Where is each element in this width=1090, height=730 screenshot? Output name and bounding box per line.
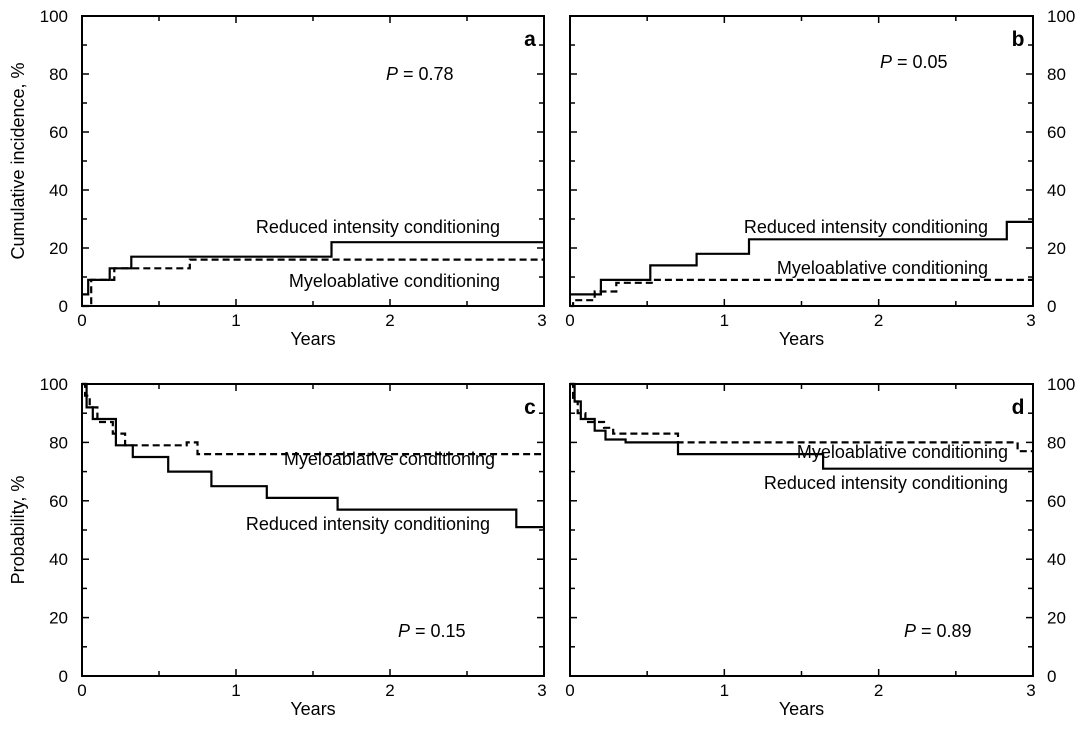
x-tick-label: 3	[1026, 681, 1035, 700]
p-value: P = 0.89	[904, 621, 972, 641]
x-tick-label: 2	[385, 311, 394, 330]
x-axis-title: Years	[290, 329, 335, 349]
y-tick-label: 40	[49, 550, 68, 569]
series-myeloablative-line	[82, 258, 544, 308]
y-tick-label: 80	[49, 65, 68, 84]
y-tick-label: 40	[1047, 181, 1066, 200]
y-tick-label: 0	[59, 297, 68, 316]
series-label-reduced-intensity: Reduced intensity conditioning	[256, 217, 500, 237]
panel-c: 0 1 2 3 Years 0 20 40 60 80 100 Probability, % Reduc…	[8, 375, 547, 719]
y-tick-label: 100	[1047, 375, 1075, 394]
p-value-number: = 0.05	[892, 52, 948, 72]
series-myeloablative-line	[570, 382, 1033, 453]
p-value-number: = 0.15	[410, 621, 466, 641]
y-tick-label: 100	[1047, 7, 1075, 26]
x-tick-label: 1	[720, 311, 729, 330]
series-label-myeloablative: Myeloablative conditioning	[797, 442, 1008, 462]
panel-b: 0 1 2 3 Years 0 20 40 60 80 100 Reduced intensity c…	[565, 7, 1075, 349]
series-reduced-intensity-line	[82, 241, 544, 296]
series-reduced-intensity-line	[570, 220, 1033, 296]
p-symbol: P	[398, 621, 410, 641]
panel-d: 0 1 2 3 Years 0 20 40 60 80 100 Reduced intensity c…	[565, 375, 1075, 719]
y-tick-label: 80	[1047, 433, 1066, 452]
x-tick-label: 0	[77, 311, 86, 330]
series-label-reduced-intensity: Reduced intensity conditioning	[246, 514, 490, 534]
panel-letter: b	[1012, 28, 1025, 51]
y-tick-label: 40	[49, 181, 68, 200]
x-tick-label: 2	[385, 681, 394, 700]
y-tick-label: 60	[49, 492, 68, 511]
y-tick-label: 0	[59, 667, 68, 686]
y-tick-label: 100	[40, 375, 68, 394]
x-tick-label: 1	[231, 311, 240, 330]
y-tick-label: 0	[1047, 297, 1056, 316]
plot-frame	[81, 15, 545, 307]
series-label-myeloablative: Myeloablative conditioning	[289, 271, 500, 291]
y-tick-label: 20	[1047, 609, 1066, 628]
p-value: P = 0.78	[386, 64, 454, 84]
x-tick-label: 1	[720, 681, 729, 700]
series-label-reduced-intensity: Reduced intensity conditioning	[744, 217, 988, 237]
y-tick-label: 20	[1047, 239, 1066, 258]
y-tick-label: 80	[1047, 65, 1066, 84]
series-myeloablative-line	[570, 278, 1033, 308]
p-value: P = 0.15	[398, 621, 466, 641]
x-tick-label: 3	[537, 311, 546, 330]
series-label-myeloablative: Myeloablative conditioning	[284, 449, 495, 469]
y-axis-title: Probability, %	[8, 476, 28, 585]
p-value-number: = 0.89	[916, 621, 972, 641]
p-symbol: P	[904, 621, 916, 641]
y-tick-label: 100	[40, 7, 68, 26]
series-myeloablative-line	[82, 382, 544, 456]
x-tick-label: 1	[231, 681, 240, 700]
p-value: P = 0.05	[880, 52, 948, 72]
y-tick-label: 20	[49, 239, 68, 258]
x-tick-label: 2	[874, 311, 883, 330]
x-axis-title: Years	[779, 329, 824, 349]
x-tick-label: 2	[874, 681, 883, 700]
panel-letter: d	[1012, 396, 1025, 419]
y-tick-label: 60	[49, 123, 68, 142]
series-label-reduced-intensity: Reduced intensity conditioning	[764, 473, 1008, 493]
x-tick-label: 0	[565, 681, 574, 700]
series-reduced-intensity-line	[82, 382, 544, 529]
y-tick-label: 60	[1047, 492, 1066, 511]
x-tick-label: 3	[537, 681, 546, 700]
panel-letter: c	[524, 396, 536, 419]
y-tick-label: 60	[1047, 123, 1066, 142]
y-tick-label: 0	[1047, 667, 1056, 686]
panel-a: 0 1 2 3 Years 0 20 40 60 80 100 Cumulative incidenc…	[8, 7, 547, 349]
y-tick-label: 40	[1047, 550, 1066, 569]
x-tick-label: 0	[565, 311, 574, 330]
panel-letter: a	[524, 28, 536, 51]
y-axis-title: Cumulative incidence, %	[8, 62, 28, 259]
p-symbol: P	[386, 64, 398, 84]
x-axis-title: Years	[290, 699, 335, 719]
x-axis-title: Years	[779, 699, 824, 719]
p-symbol: P	[880, 52, 892, 72]
p-value-number: = 0.78	[398, 64, 454, 84]
series-label-myeloablative: Myeloablative conditioning	[777, 258, 988, 278]
x-tick-label: 0	[77, 681, 86, 700]
y-tick-label: 20	[49, 609, 68, 628]
x-tick-label: 3	[1026, 311, 1035, 330]
y-tick-label: 80	[49, 433, 68, 452]
